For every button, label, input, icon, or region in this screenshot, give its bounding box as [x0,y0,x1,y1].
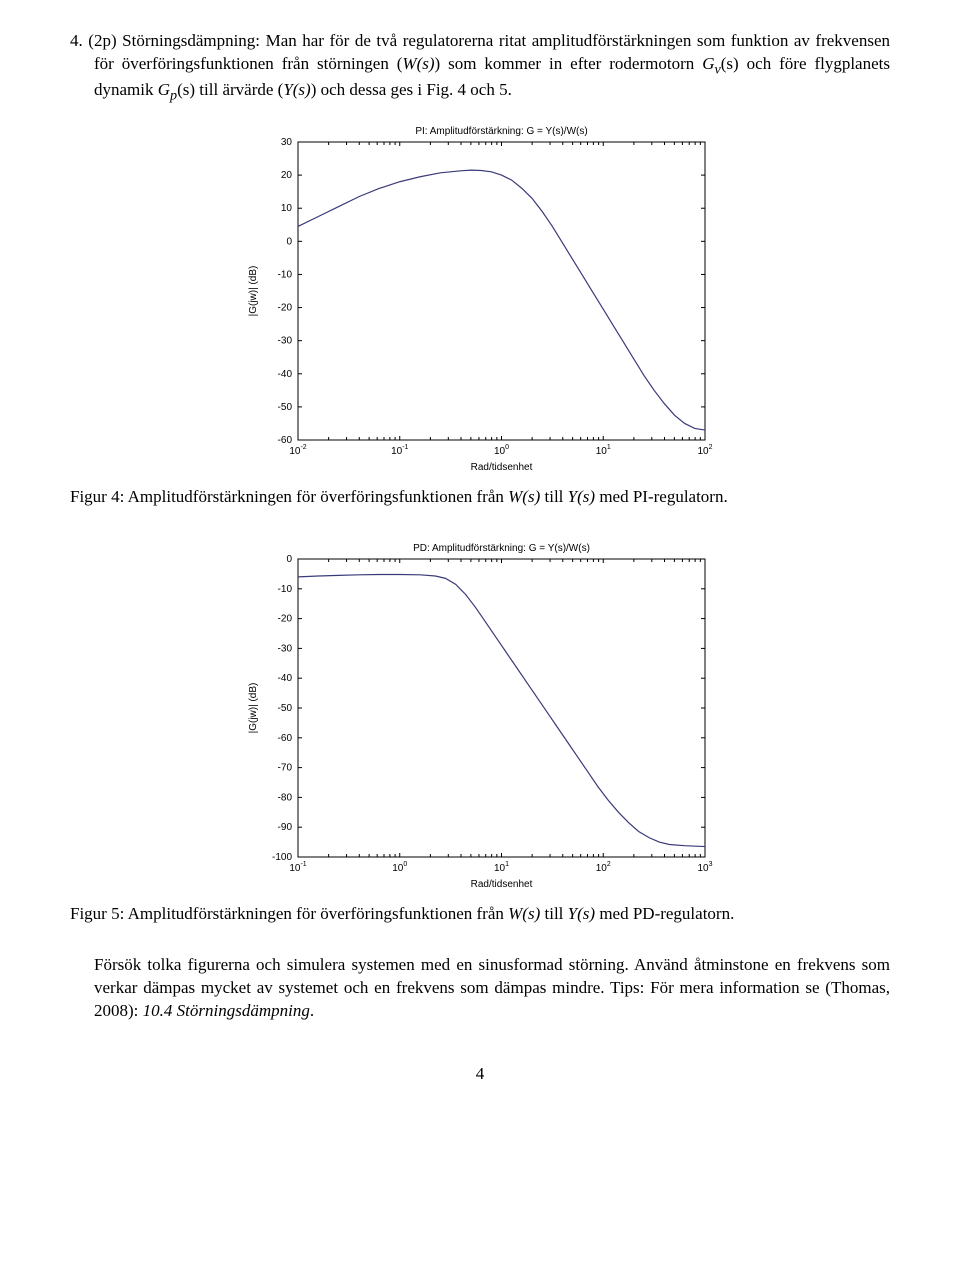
svg-text:102: 102 [596,861,611,874]
page: 4. (2p) Störningsdämpning: Man har för d… [0,0,960,1126]
svg-text:PI: Amplitudförstärkning: G =: PI: Amplitudförstärkning: G = Y(s)/W(s) [415,126,587,137]
var-gv: G [702,54,714,73]
caption-fig4: Figur 4: Amplitudförstärkningen för över… [70,486,890,509]
caption4-w: W(s) [508,487,540,506]
svg-text:|G(jw)| (dB): |G(jw)| (dB) [248,266,259,317]
problem-body-5: ) och dessa ges i Fig. 4 och 5. [311,80,512,99]
svg-text:-90: -90 [278,822,293,833]
caption-fig5: Figur 5: Amplitudförstärkningen för över… [70,903,890,926]
svg-text:-60: -60 [278,435,293,446]
problem-points: (2p) [88,31,116,50]
svg-text:-20: -20 [278,614,293,625]
svg-text:-40: -40 [278,673,293,684]
svg-text:101: 101 [494,861,509,874]
closing-2: . [310,1001,314,1020]
svg-text:-10: -10 [278,269,293,280]
caption5-prefix: Figur 5: Amplitudförstärkningen för över… [70,904,508,923]
svg-text:103: 103 [697,861,712,874]
svg-text:0: 0 [286,554,292,565]
svg-text:-10: -10 [278,584,293,595]
problem-body-4: (s) till ärvärde ( [177,80,283,99]
svg-text:30: 30 [281,137,293,148]
problem-number: 4. [70,31,83,50]
chart-pd-wrap: PD: Amplitudförstärkning: G = Y(s)/W(s) 0… [70,537,890,897]
svg-text:10-2: 10-2 [289,444,306,457]
caption4-suffix: med PI-regulatorn. [595,487,728,506]
svg-text:102: 102 [697,444,712,457]
svg-text:10-1: 10-1 [289,861,306,874]
svg-text:-50: -50 [278,402,293,413]
closing-ref: 10.4 Störningsdämpning [143,1001,310,1020]
var-y: Y(s) [283,80,310,99]
caption5-mid: till [540,904,567,923]
svg-text:-60: -60 [278,733,293,744]
page-number: 4 [70,1063,890,1086]
svg-text:0: 0 [286,236,292,247]
svg-text:-70: -70 [278,763,293,774]
svg-text:-100: -100 [272,852,292,863]
svg-text:Rad/tidsenhet: Rad/tidsenhet [471,879,533,890]
caption4-y: Y(s) [568,487,595,506]
problem-heading: Störningsdämpning: [122,31,260,50]
svg-text:-20: -20 [278,303,293,314]
caption5-y: Y(s) [568,904,595,923]
caption4-prefix: Figur 4: Amplitudförstärkningen för över… [70,487,508,506]
caption5-suffix: med PD-regulatorn. [595,904,734,923]
svg-text:101: 101 [596,444,611,457]
svg-text:20: 20 [281,170,293,181]
svg-text:-50: -50 [278,703,293,714]
svg-text:-30: -30 [278,643,293,654]
svg-text:Rad/tidsenhet: Rad/tidsenhet [471,462,533,473]
caption4-mid: till [540,487,567,506]
svg-text:100: 100 [494,444,509,457]
svg-text:-80: -80 [278,792,293,803]
svg-text:100: 100 [392,861,407,874]
chart-pi-wrap: PI: Amplitudförstärkning: G = Y(s)/W(s) 3… [70,120,890,480]
var-w: W(s) [402,54,434,73]
svg-text:10-1: 10-1 [391,444,408,457]
svg-text:PD: Amplitudförstärkning: G =: PD: Amplitudförstärkning: G = Y(s)/W(s) [413,543,590,554]
caption5-w: W(s) [508,904,540,923]
var-gp: G [158,80,170,99]
problem-paragraph: 4. (2p) Störningsdämpning: Man har för d… [70,30,890,106]
chart-pi: PI: Amplitudförstärkning: G = Y(s)/W(s) 3… [240,120,720,480]
svg-text:-30: -30 [278,336,293,347]
chart-pd: PD: Amplitudförstärkning: G = Y(s)/W(s) 0… [240,537,720,897]
svg-text:|G(jw)| (dB): |G(jw)| (dB) [248,683,259,734]
closing-paragraph: Försök tolka figurerna och simulera syst… [70,954,890,1023]
svg-text:-40: -40 [278,369,293,380]
svg-text:10: 10 [281,203,293,214]
problem-body-2: ) som kommer in efter rodermotorn [435,54,703,73]
